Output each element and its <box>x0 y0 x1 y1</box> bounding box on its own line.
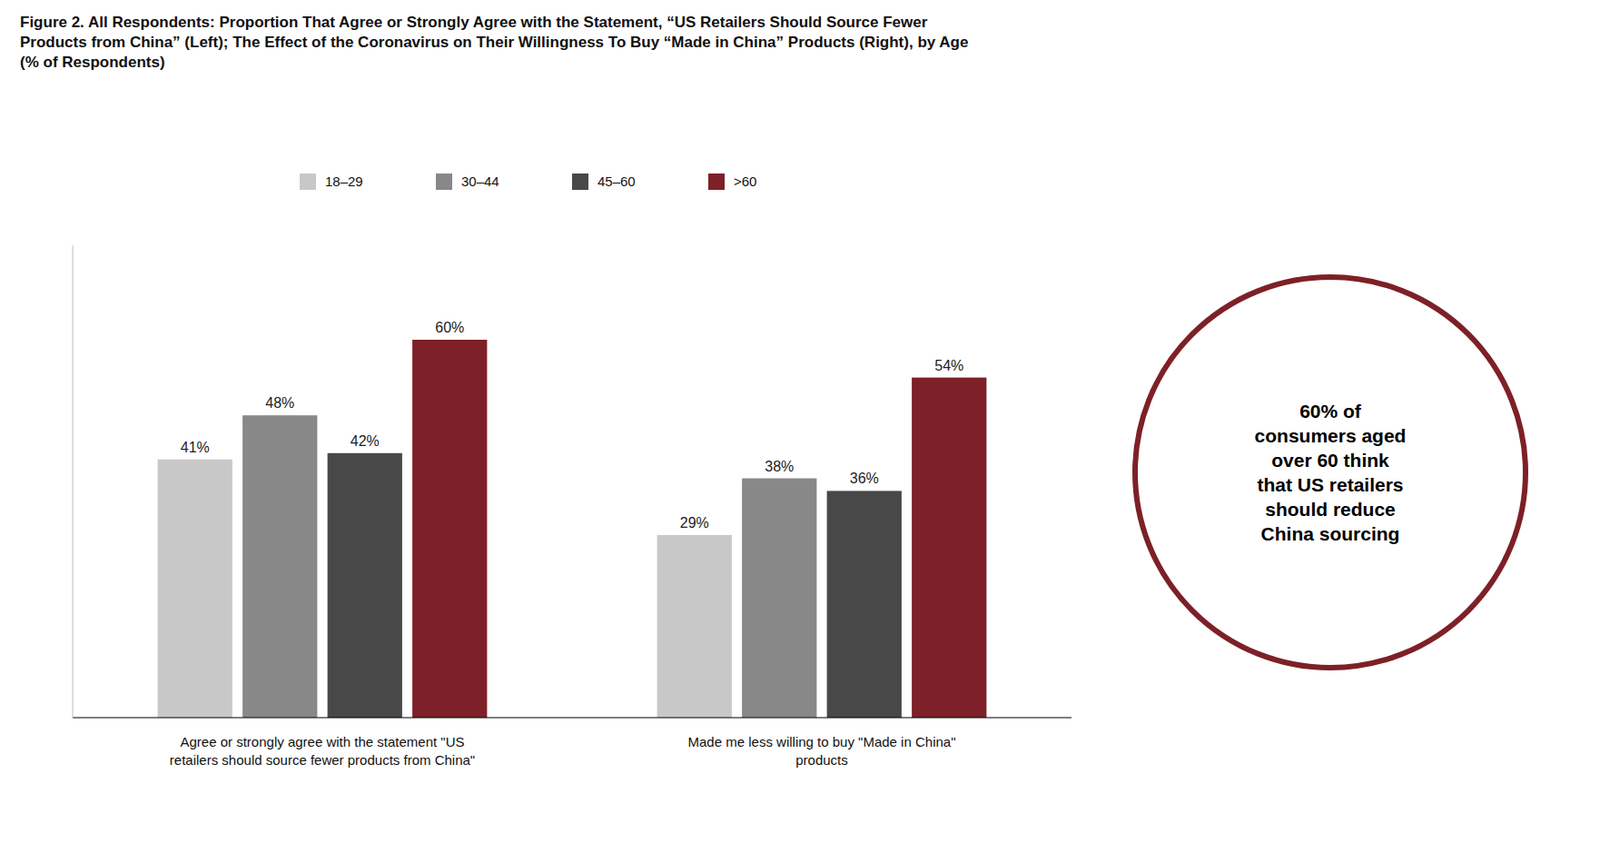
data-label: 54% <box>934 357 964 374</box>
data-label: 29% <box>680 514 710 531</box>
bar <box>327 453 403 718</box>
data-label: 60% <box>434 319 465 336</box>
legend: 18–29 30–44 45–60 >60 <box>299 173 757 190</box>
title: Figure 2. All Respondents: Proportion Th… <box>19 13 968 71</box>
data-label: 48% <box>265 395 295 411</box>
data-label: 42% <box>350 433 380 449</box>
data-label: 36% <box>849 470 880 486</box>
annotation-text: 60% ofconsumers agedover 60 thinkthat US… <box>1254 400 1407 544</box>
bar <box>657 534 732 718</box>
chart: Figure 2. All Respondents: Proportion Th… <box>0 0 1600 863</box>
category-label: Agree or strongly agree with the stateme… <box>169 733 475 768</box>
x-tick-labels: Agree or strongly agree with the stateme… <box>169 733 957 768</box>
bar <box>242 414 317 718</box>
bar <box>911 377 987 718</box>
legend-swatch <box>572 173 589 190</box>
data-labels: 41% 29% 48% 38% 42% 36% 60% 54% <box>180 319 965 531</box>
legend-swatch <box>435 173 453 190</box>
y-axis-line <box>72 245 74 718</box>
legend-label: 30–44 <box>461 173 500 189</box>
data-label: 41% <box>180 439 210 455</box>
bar <box>827 490 902 718</box>
data-label: 38% <box>764 458 794 475</box>
bars <box>158 339 988 718</box>
x-axis-line <box>72 716 1072 718</box>
legend-label: >60 <box>733 173 757 189</box>
bar <box>412 339 487 718</box>
annotation-circle <box>1135 276 1526 668</box>
bar <box>158 459 233 718</box>
bar <box>741 478 817 718</box>
legend-swatch <box>299 173 317 190</box>
category-label: Made me less willing to buy "Made in Chi… <box>688 733 957 768</box>
annotation: 60% ofconsumers agedover 60 thinkthat US… <box>1135 276 1526 668</box>
legend-swatch <box>708 173 725 190</box>
legend-label: 45–60 <box>597 173 636 189</box>
legend-label: 18–29 <box>325 173 364 189</box>
